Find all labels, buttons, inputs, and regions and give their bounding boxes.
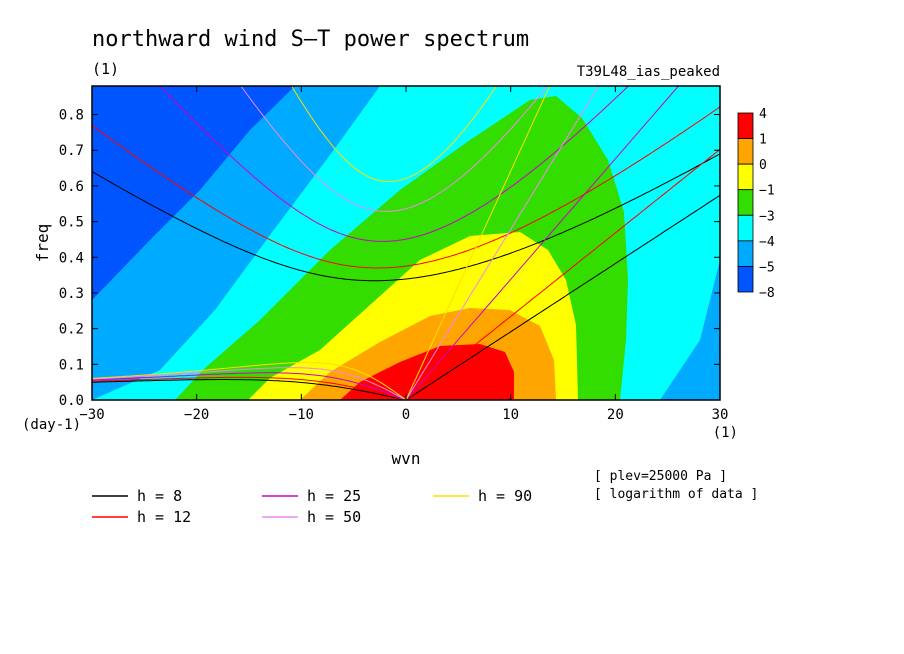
x-tick-label: 10 (502, 407, 519, 423)
dispersion-curve-h12 (405, 148, 720, 400)
legend-label-h90: h = 90 (478, 487, 532, 505)
axes: −30 −20 −10 0 10 20 30 0.0 0.1 0.2 0.3 0.4 0.5 0.6 0.7… (59, 86, 729, 423)
x-tick-label: −30 (79, 407, 104, 423)
dispersion-curve-h90 (291, 86, 498, 182)
x-tick-label: 30 (712, 407, 729, 423)
x-tick-label: −20 (184, 407, 209, 423)
colorbar-label: −5 (759, 260, 775, 275)
colorbar-label: 4 (759, 107, 767, 122)
run-label: T39L48_ias_peaked (577, 64, 720, 80)
y-tick-label: 0.4 (59, 250, 84, 266)
note-log: [ logarithm of data ] (594, 487, 758, 502)
y-tick-label: 0.5 (59, 215, 84, 231)
x-tick-label: −10 (289, 407, 314, 423)
y-axis-label: freq (33, 224, 52, 263)
y-tick-label: 0.8 (59, 108, 84, 124)
chart-title: northward wind S–T power spectrum (92, 27, 529, 52)
legend-label-h12: h = 12 (137, 508, 191, 526)
dispersion-curve-h12 (92, 376, 407, 400)
colorbar-label: −1 (759, 184, 775, 199)
colorbar-swatch (737, 189, 754, 216)
y-tick-label: 0.3 (59, 286, 84, 302)
contour-band-blue-right (660, 260, 720, 400)
dispersion-curve-h90 (92, 362, 407, 400)
y-tick-label: 0.1 (59, 357, 84, 373)
y-tick-label: 0.6 (59, 179, 84, 195)
legend-label-h50: h = 50 (307, 508, 361, 526)
dispersion-curve-h8 (405, 194, 720, 400)
dispersion-curve-h90 (405, 86, 551, 400)
chart-subtitle: (1) (92, 60, 119, 78)
colorbar: 4 1 0 −1 −3 −4 −5 −8 (737, 107, 775, 301)
colorbar-label: 0 (759, 158, 767, 173)
y-tick-label: 0.2 (59, 322, 84, 338)
colorbar-label: −8 (759, 286, 775, 301)
dispersion-curve-h8 (92, 153, 720, 282)
dispersion-curve-h50 (405, 86, 600, 400)
dispersion-curve-h50 (240, 86, 548, 212)
contour-band-deep-blue (92, 86, 295, 300)
legend: h = 8 h = 12 h = 25 h = 50 h = 90 (92, 487, 532, 526)
note-plev: [ plev=25000 Pa ] (594, 469, 727, 484)
y-tick-label: 0.0 (59, 393, 84, 409)
dispersion-curve-h25 (92, 372, 407, 400)
dispersion-curve-h25 (405, 86, 680, 400)
x-axis-label: wvn (392, 449, 421, 468)
dispersion-curve-h12 (92, 106, 720, 269)
colorbar-label: 1 (759, 133, 767, 148)
colorbar-swatch (737, 214, 754, 242)
colorbar-label: −3 (759, 209, 775, 224)
colorbar-swatch (737, 163, 754, 191)
legend-label-h25: h = 25 (307, 487, 361, 505)
x-tick-label: 20 (607, 407, 624, 423)
x-axis-unit: (1) (713, 425, 738, 441)
y-tick-label: 0.7 (59, 143, 84, 159)
dispersion-curve-h8 (92, 379, 407, 400)
y-axis-unit: (day-1) (22, 417, 81, 433)
dispersion-curve-h50 (92, 367, 407, 400)
colorbar-label: −4 (759, 235, 775, 250)
plot-area (92, 86, 720, 400)
dispersion-curves (92, 86, 720, 400)
colorbar-swatch (737, 138, 754, 165)
colorbar-swatch (737, 266, 754, 293)
legend-label-h8: h = 8 (137, 487, 182, 505)
x-tick-label: 0 (402, 407, 410, 423)
colorbar-swatch (737, 112, 754, 139)
colorbar-swatch (737, 240, 754, 267)
dispersion-curve-h25 (159, 86, 630, 242)
